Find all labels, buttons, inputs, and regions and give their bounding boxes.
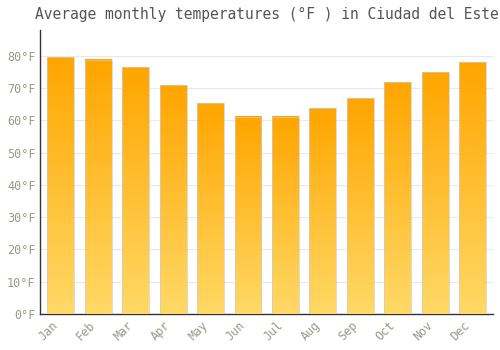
Bar <box>197 103 224 314</box>
Title: Average monthly temperatures (°F ) in Ciudad del Este: Average monthly temperatures (°F ) in Ci… <box>35 7 498 22</box>
Bar <box>272 117 299 314</box>
Bar <box>459 62 486 314</box>
Bar <box>234 117 262 314</box>
Bar <box>347 98 374 314</box>
Bar <box>422 72 448 314</box>
Bar <box>122 67 149 314</box>
Bar <box>48 57 74 314</box>
Bar <box>85 60 112 314</box>
Bar <box>384 82 411 314</box>
Bar <box>160 85 186 314</box>
Bar <box>310 108 336 314</box>
